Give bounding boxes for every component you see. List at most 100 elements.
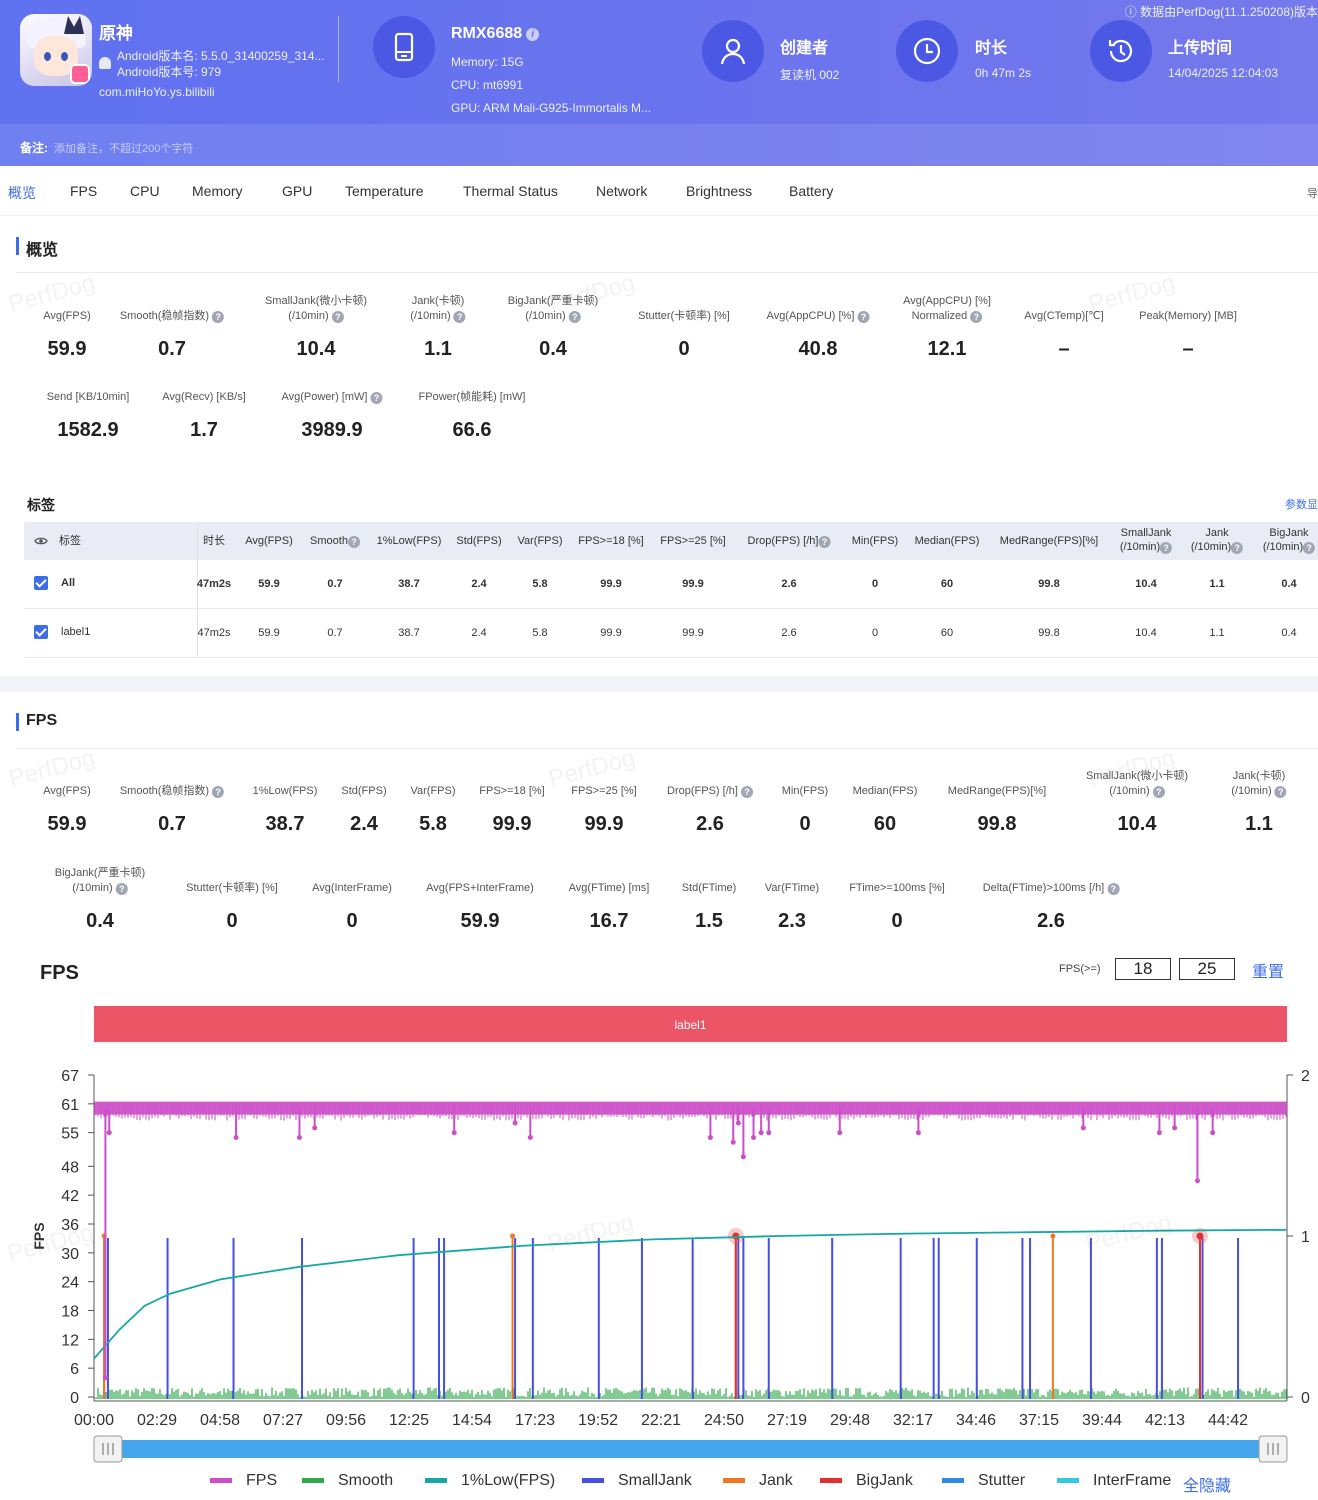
tab-cpu[interactable]: CPU xyxy=(130,183,160,199)
table-header-cell[interactable]: 时长 xyxy=(203,534,225,548)
table-header-cell[interactable]: MedRange(FPS)[%] xyxy=(1000,534,1098,548)
help-icon[interactable]: ? xyxy=(818,536,831,548)
table-header-cell[interactable]: Avg(FPS) xyxy=(245,534,292,548)
x-tick-label: 02:29 xyxy=(137,1412,177,1429)
fps-threshold-input-1[interactable]: 18 xyxy=(1115,958,1171,980)
help-icon[interactable]: ? xyxy=(970,311,983,323)
metric-label: Avg(Recv) [KB/s] xyxy=(162,390,246,405)
metric-label: Var(FPS) xyxy=(410,784,455,799)
fps-dip-point xyxy=(837,1130,843,1136)
eye-icon[interactable] xyxy=(34,536,48,546)
metric-value: 0 xyxy=(678,338,690,360)
help-icon[interactable]: ? xyxy=(1303,542,1316,554)
table-header-cell[interactable]: Min(FPS) xyxy=(852,534,898,548)
metric-label: Send [KB/10min] xyxy=(47,390,130,405)
table-header-text: Var(FPS) xyxy=(517,535,563,547)
fps-threshold-input-2[interactable]: 25 xyxy=(1179,958,1235,980)
table-cell: 5.8 xyxy=(532,627,548,639)
metric-label: FPower(帧能耗) [mW] xyxy=(419,390,526,405)
fps-threshold-label: FPS(>=) xyxy=(1059,963,1101,975)
tab-export[interactable]: 导 xyxy=(1307,188,1318,200)
metric-label: Min(FPS) xyxy=(782,784,828,799)
legend-swatch xyxy=(1057,1478,1079,1484)
help-icon[interactable]: ? xyxy=(857,311,870,323)
table-header-cell[interactable]: Std(FPS) xyxy=(456,534,501,548)
table-header-cell[interactable]: FPS>=25 [%] xyxy=(660,534,725,548)
bigjank-point xyxy=(1196,1232,1204,1240)
table-header-cell[interactable]: Drop(FPS) [/h]? xyxy=(748,534,831,548)
help-icon[interactable]: ? xyxy=(212,311,225,323)
help-icon[interactable]: ? xyxy=(347,536,360,548)
help-icon[interactable]: ? xyxy=(1107,883,1120,895)
table-header-cell[interactable]: FPS>=18 [%] xyxy=(578,534,643,548)
metric-label: Var(FTime) xyxy=(765,881,819,896)
help-icon[interactable]: ? xyxy=(740,786,753,798)
table-header-text: Smooth xyxy=(310,535,348,547)
info-icon[interactable]: i xyxy=(526,28,540,41)
table-cell: 0 xyxy=(871,578,879,590)
legend-item[interactable]: BigJank xyxy=(820,1472,913,1490)
table-header-cell[interactable]: BigJank (/10min)? xyxy=(1263,526,1316,554)
tab-battery[interactable]: Battery xyxy=(789,183,834,199)
help-icon[interactable]: ? xyxy=(331,311,344,323)
metric-label: Stutter(卡顿率) [%] xyxy=(638,309,730,324)
legend-item[interactable]: Smooth xyxy=(302,1472,393,1490)
table-header-cell[interactable]: Jank (/10min)? xyxy=(1191,526,1244,554)
overview-title: 概览 xyxy=(16,236,58,260)
low1-line xyxy=(93,1228,1287,1360)
table-header-cell[interactable]: Smooth? xyxy=(310,534,360,548)
fps-dip-point xyxy=(106,1130,112,1136)
legend-item[interactable]: Stutter xyxy=(942,1472,1025,1490)
help-icon[interactable]: ? xyxy=(212,786,225,798)
legend-hide-all-button[interactable]: 全隐藏 xyxy=(1183,1478,1232,1495)
help-icon[interactable]: ? xyxy=(568,311,581,323)
tab-brightness[interactable]: Brightness xyxy=(686,183,753,199)
tags-param-link[interactable]: 参数显 xyxy=(1285,499,1318,511)
metric-label-text: SmallJank(微小卡顿) xyxy=(1085,770,1189,782)
metric-label: Avg(AppCPU) [%] ? xyxy=(767,309,870,324)
help-icon[interactable]: ? xyxy=(1160,542,1173,554)
table-header-cell[interactable]: Median(FPS) xyxy=(915,534,980,548)
legend-item[interactable]: Jank xyxy=(723,1472,793,1490)
table-header-cell[interactable]: Var(FPS) xyxy=(517,534,562,548)
fps-dip-point xyxy=(1156,1130,1162,1136)
legend-item[interactable]: SmallJank xyxy=(582,1472,692,1490)
tab-temperature[interactable]: Temperature xyxy=(345,183,424,199)
fps-dip-point xyxy=(751,1134,757,1140)
legend-item[interactable]: FPS xyxy=(210,1472,277,1490)
fps-dip-point xyxy=(1194,1178,1200,1184)
row-checkbox[interactable] xyxy=(34,576,48,590)
legend-item[interactable]: 1%Low(FPS) xyxy=(425,1472,555,1490)
help-icon[interactable]: ? xyxy=(1231,542,1244,554)
table-header-cell[interactable]: 1%Low(FPS) xyxy=(377,534,442,548)
row-checkbox[interactable] xyxy=(34,625,48,639)
legend-item[interactable]: InterFrame xyxy=(1057,1472,1171,1490)
help-icon[interactable]: ? xyxy=(370,392,383,404)
y-tick-label: 24 xyxy=(61,1275,79,1292)
table-header-text: FPS>=25 [%] xyxy=(660,535,726,547)
help-icon[interactable]: ? xyxy=(1274,786,1287,798)
help-icon[interactable]: ? xyxy=(1152,786,1165,798)
legend-label: Smooth xyxy=(338,1472,394,1489)
remark-input[interactable]: 添加备注，不超过200个字符 xyxy=(54,143,194,155)
tab-fps[interactable]: FPS xyxy=(70,183,98,199)
fps-dip-point xyxy=(312,1125,318,1131)
tab-network[interactable]: Network xyxy=(596,183,648,199)
tab-overview[interactable]: 概览 xyxy=(8,185,36,201)
metric-label-unit: (/10min) xyxy=(410,310,451,322)
legend-swatch xyxy=(582,1478,604,1484)
table-header-cell[interactable]: 标签 xyxy=(59,534,81,548)
creator-value: 复读机 002 xyxy=(780,68,840,82)
reset-button[interactable]: 重置 xyxy=(1252,964,1285,981)
tab-thermal-status[interactable]: Thermal Status xyxy=(463,183,558,199)
watermark: PerfDog xyxy=(545,1209,637,1258)
table-header-cell[interactable]: SmallJank (/10min)? xyxy=(1120,526,1173,554)
help-icon[interactable]: ? xyxy=(115,883,128,895)
tab-gpu[interactable]: GPU xyxy=(282,183,313,199)
help-icon[interactable]: ? xyxy=(453,311,466,323)
tab-memory[interactable]: Memory xyxy=(192,183,243,199)
metric-label-unit: (/10min) xyxy=(1231,785,1272,797)
metric-label: Avg(FPS) xyxy=(43,309,90,324)
x-tick-label: 04:58 xyxy=(200,1412,240,1429)
